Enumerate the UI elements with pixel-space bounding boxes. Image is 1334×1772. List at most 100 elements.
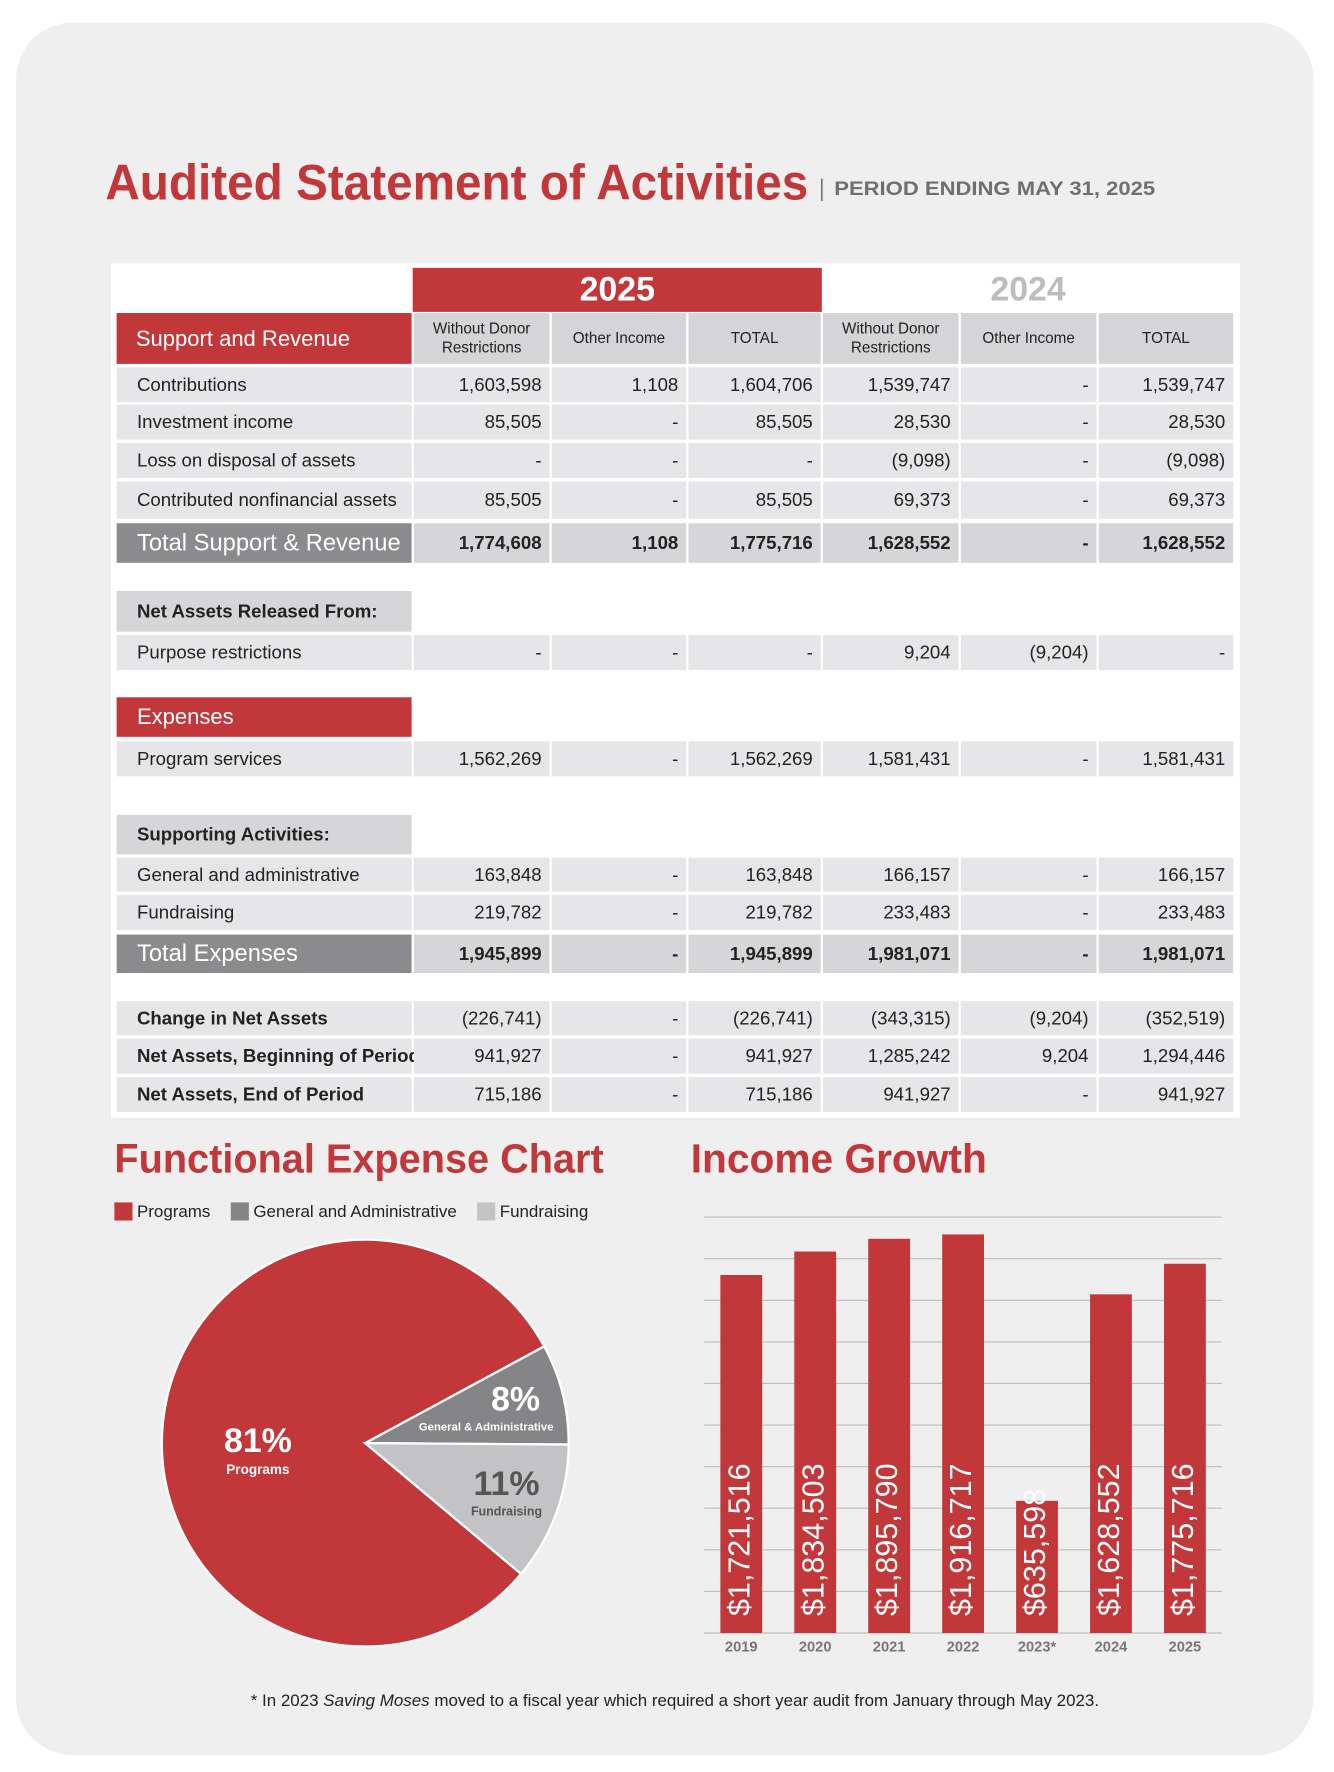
table-cell [413, 367, 550, 403]
footnote-text: * In 2023 [251, 1691, 319, 1710]
slice-value: 81% [224, 1422, 292, 1460]
table-cell [1098, 1076, 1234, 1113]
table-cell [551, 404, 687, 440]
cell-value: 1,581,431 [868, 748, 951, 769]
row-label: Contributed nonfinancial assets [137, 489, 397, 510]
bar [1164, 1263, 1206, 1633]
cell-value: - [672, 1045, 678, 1066]
table-cell [1098, 895, 1234, 931]
cell-value: - [1082, 748, 1088, 769]
table-cell [960, 857, 1097, 892]
table-cell [551, 1001, 687, 1036]
chart-title: Functional Expense Chart [114, 1135, 604, 1181]
legend-label: General and Administrative [253, 1202, 456, 1221]
legend-swatch [477, 1202, 496, 1221]
row-label: Contributions [137, 374, 247, 395]
table-cell [413, 404, 550, 440]
table-cell [1098, 404, 1234, 440]
cell-value: - [1082, 864, 1088, 885]
table-cell [551, 1038, 687, 1074]
table-cell [413, 523, 550, 563]
section-header-cell [116, 313, 412, 364]
row-label: Net Assets, End of Period [137, 1084, 364, 1105]
table-cell [688, 857, 821, 892]
cell-value: 1,628,552 [868, 532, 951, 553]
column-header: Without Donor [842, 320, 939, 337]
table-cell [822, 895, 959, 931]
cell-value: (9,098) [892, 450, 951, 471]
cell-value: - [1082, 450, 1088, 471]
table-cell [1098, 1038, 1234, 1074]
cell-value: - [535, 642, 541, 663]
cell-value: 1,981,071 [1142, 943, 1225, 964]
cell-value: - [535, 450, 541, 471]
slice-label: Fundraising [471, 1504, 542, 1518]
table-cell [688, 404, 821, 440]
bar [1090, 1294, 1132, 1633]
cell-value: 166,157 [883, 864, 950, 885]
table-cell [960, 523, 1097, 563]
cell-value: 85,505 [756, 489, 813, 510]
table-cell [960, 443, 1097, 479]
column-header: Restrictions [851, 340, 931, 357]
bar-value-label: $1,628,552 [1092, 1463, 1126, 1616]
row-label-cell [116, 857, 412, 892]
table-cell [688, 1076, 821, 1113]
row-label: Net Assets, Beginning of Period [137, 1045, 420, 1066]
cell-value: 28,530 [894, 411, 951, 432]
cell-value: 1,775,716 [730, 532, 813, 553]
bar-value-label: $635,598 [1018, 1489, 1052, 1616]
cell-value: - [672, 1007, 678, 1028]
table-cell [822, 934, 959, 974]
cell-value: 1,539,747 [1142, 374, 1225, 395]
row-label-cell [116, 443, 412, 479]
cell-value: (343,315) [871, 1007, 951, 1028]
table-cell [551, 367, 687, 403]
row-label-cell [116, 1076, 412, 1113]
cell-value: - [1082, 489, 1088, 510]
column-header: Other Income [982, 330, 1074, 347]
cell-value: 1,774,608 [459, 532, 542, 553]
slice-value: 11% [474, 1465, 540, 1503]
cell-value: 163,848 [474, 864, 541, 885]
table-cell [1098, 741, 1234, 777]
row-label: Purpose restrictions [137, 642, 302, 663]
cell-value: 941,927 [1158, 1084, 1225, 1105]
slice-label: General & Administrative [419, 1421, 554, 1433]
x-tick-label: 2025 [1169, 1640, 1202, 1656]
legend-label: Programs [137, 1202, 210, 1221]
cell-value: 233,483 [1158, 902, 1225, 923]
table-cell [688, 895, 821, 931]
cell-value: 1,108 [632, 374, 679, 395]
table-cell [688, 367, 821, 403]
cell-value: 1,581,431 [1142, 748, 1225, 769]
table-cell [960, 934, 1097, 974]
table-cell [822, 481, 959, 519]
cell-value: - [672, 902, 678, 923]
cell-value: 1,562,269 [730, 748, 813, 769]
table-cell [822, 367, 959, 403]
row-label: Change in Net Assets [137, 1007, 328, 1028]
cell-value: (352,519) [1146, 1007, 1226, 1028]
table-cell [688, 481, 821, 519]
table-cell [413, 443, 550, 479]
row-label: Expenses [137, 704, 234, 729]
table-cell [960, 895, 1097, 931]
column-header-cell [551, 313, 687, 364]
legend-swatch [114, 1202, 133, 1221]
table-cell [822, 635, 959, 671]
table-cell [551, 1076, 687, 1113]
pie-slice [160, 1238, 546, 1648]
table-cell [551, 857, 687, 892]
bar [720, 1275, 763, 1633]
table-cell [413, 1076, 550, 1113]
table-cell [960, 1001, 1097, 1036]
row-label-cell [116, 934, 412, 974]
table-cell [960, 1076, 1097, 1113]
bar-value-label: $1,916,717 [944, 1463, 978, 1616]
legend-label: Fundraising [500, 1202, 589, 1221]
chart-title: Income Growth [691, 1135, 987, 1181]
row-label-cell [116, 367, 412, 403]
cell-value: 163,848 [745, 864, 812, 885]
